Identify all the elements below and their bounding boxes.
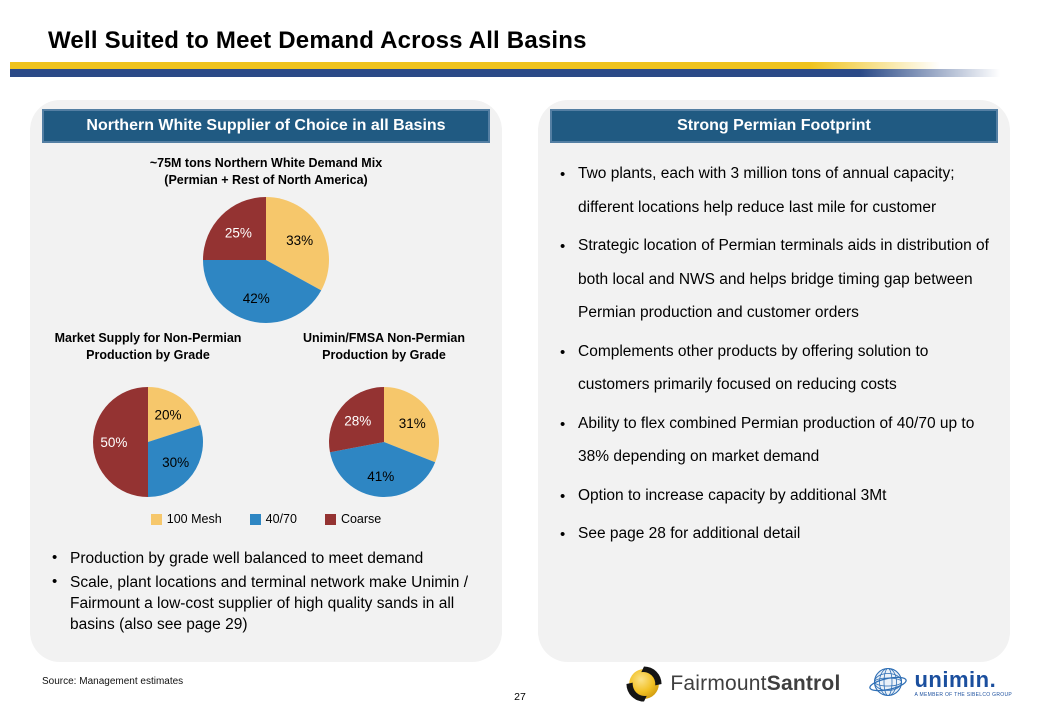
svg-text:25%: 25%	[225, 225, 252, 240]
bullet-item: Production by grade well balanced to mee…	[46, 547, 490, 569]
legend-item-coarse: Coarse	[324, 512, 382, 526]
legend-label-coarse: Coarse	[340, 512, 382, 526]
legend-label-40-70: 40/70	[265, 512, 297, 526]
svg-text:30%: 30%	[162, 455, 189, 470]
footer-logos: FairmountSantrol unimin. A MEMBER OF THE…	[626, 664, 1012, 704]
pie-legend: 100 Mesh 40/70 Coarse	[30, 512, 502, 526]
fairmount-logo-icon	[626, 666, 662, 702]
divider-navy-bar	[10, 69, 1010, 77]
left-panel-bullet-list: Production by grade well balanced to mee…	[46, 547, 490, 638]
legend-swatch-coarse	[324, 513, 336, 525]
unimin-production-chart-title: Unimin/FMSA Non-Permian Production by Gr…	[302, 331, 466, 362]
svg-text:41%: 41%	[367, 469, 394, 484]
svg-text:50%: 50%	[100, 435, 127, 450]
legend-swatch-100-mesh	[150, 513, 162, 525]
svg-text:33%: 33%	[286, 233, 313, 248]
bullet-item: Option to increase capacity by additiona…	[554, 479, 1000, 512]
unimin-logo-text: unimin. A MEMBER OF THE SIBELCO GROUP	[914, 667, 1012, 699]
market-supply-chart-title: Market Supply for Non-Permian Production…	[54, 331, 242, 362]
bullet-item: Two plants, each with 3 million tons of …	[554, 157, 1000, 224]
left-panel-header: Northern White Supplier of Choice in all…	[42, 109, 490, 143]
unimin-globe-icon	[869, 667, 908, 697]
demand-mix-chart-title: ~75M tons Northern White Demand Mix	[149, 156, 383, 170]
fairmount-santrol-logo: FairmountSantrol	[626, 666, 840, 702]
left-panel: Northern White Supplier of Choice in all…	[30, 100, 502, 662]
divider-gold-bar	[10, 62, 1010, 69]
pie-chart-market-supply: 20% 30% 50%	[93, 387, 203, 497]
legend-item-40-70: 40/70	[249, 512, 297, 526]
pie-chart-demand-mix: 33% 42% 25%	[203, 197, 329, 324]
right-panel-bullet-list: Two plants, each with 3 million tons of …	[554, 157, 1000, 551]
bullet-item: See page 28 for additional detail	[554, 517, 1000, 551]
bullet-item: Complements other products by offering s…	[554, 335, 1000, 402]
page-number: 27	[514, 691, 526, 703]
unimin-tagline: A MEMBER OF THE SIBELCO GROUP	[914, 692, 1012, 698]
demand-mix-chart-subtitle: (Permian + Rest of North America)	[164, 173, 368, 187]
svg-text:20%: 20%	[155, 407, 182, 422]
legend-item-100-mesh: 100 Mesh	[150, 512, 222, 526]
source-note: Source: Management estimates	[42, 676, 184, 687]
legend-label-100-mesh: 100 Mesh	[166, 512, 222, 526]
fairmount-logo-text: FairmountSantrol	[670, 672, 841, 695]
bullet-item: Strategic location of Permian terminals …	[554, 229, 1000, 330]
pie-chart-unimin-production: 31% 41% 28%	[329, 387, 439, 497]
page-title: Well Suited to Meet Demand Across All Ba…	[48, 27, 587, 54]
svg-text:31%: 31%	[399, 416, 426, 431]
right-panel-header: Strong Permian Footprint	[550, 109, 998, 143]
right-panel: Strong Permian Footprint Two plants, eac…	[538, 100, 1010, 662]
svg-text:28%: 28%	[344, 413, 371, 428]
legend-swatch-40-70	[249, 513, 261, 525]
title-divider	[10, 62, 1010, 77]
small-pies-row: Market Supply for Non-Permian Production…	[30, 330, 502, 498]
bullet-item: Scale, plant locations and terminal netw…	[46, 571, 490, 635]
unimin-logo: unimin. A MEMBER OF THE SIBELCO GROUP	[868, 664, 1012, 704]
svg-text:42%: 42%	[243, 291, 270, 306]
bullet-item: Ability to flex combined Permian product…	[554, 407, 1000, 474]
